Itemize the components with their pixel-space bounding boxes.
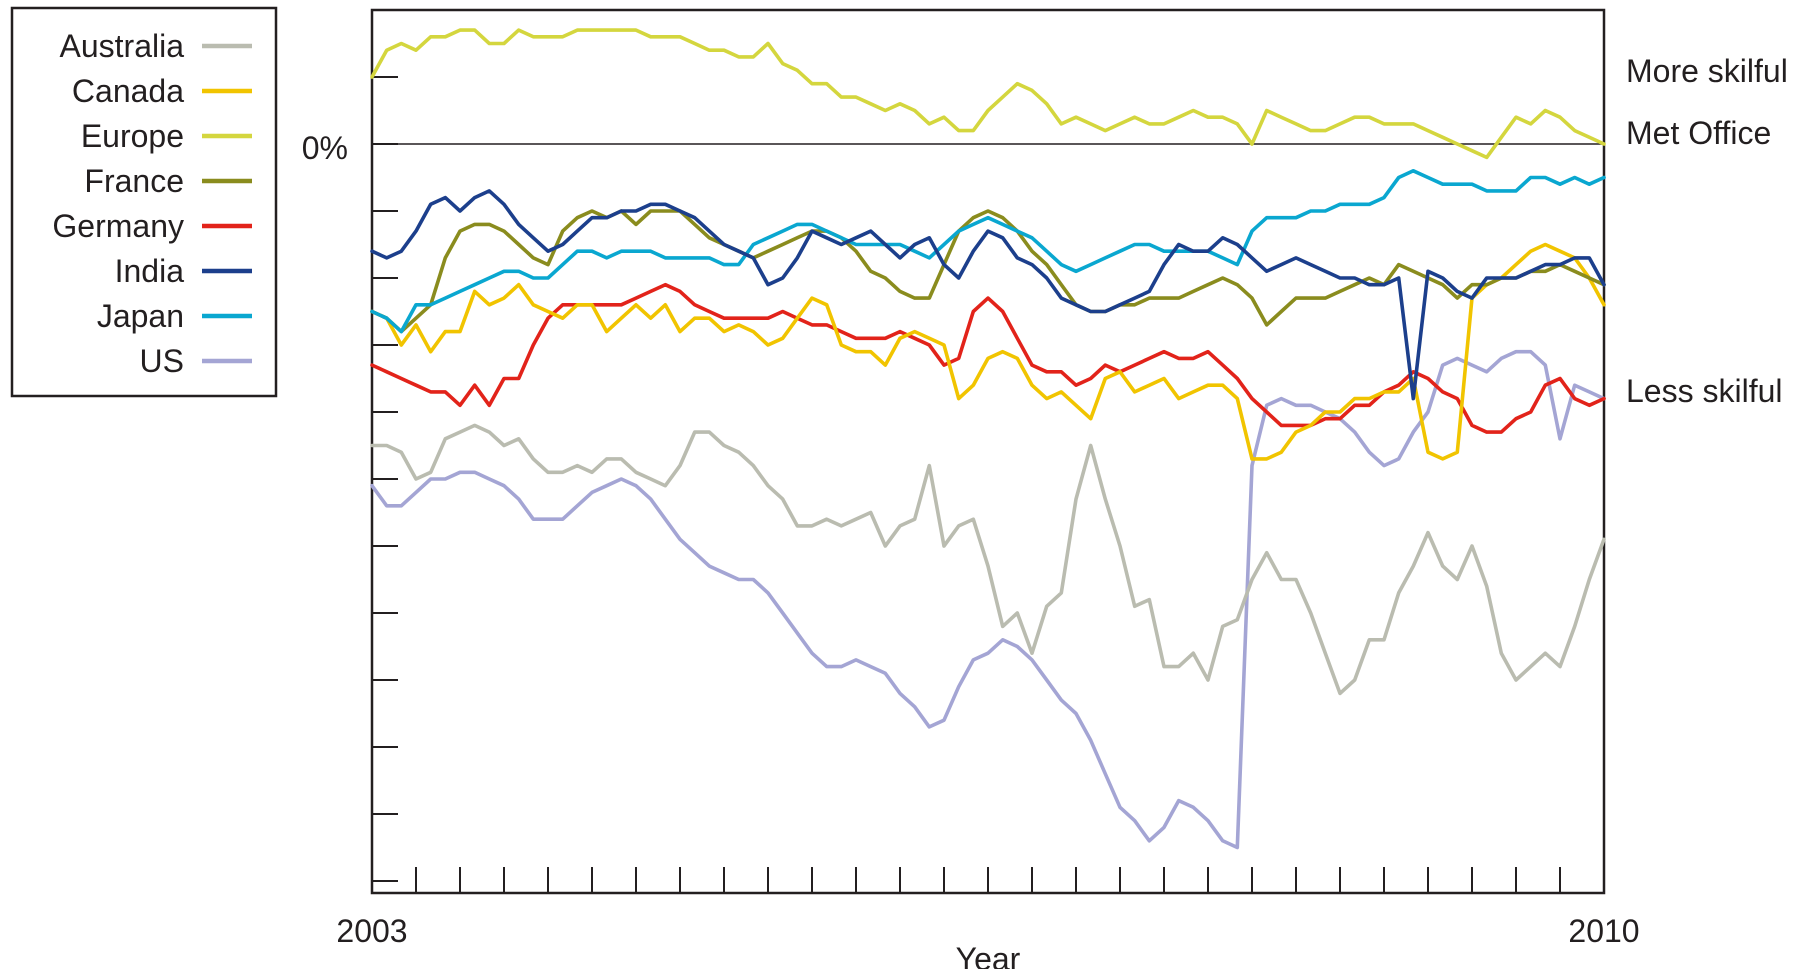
x-tick-label-start: 2003 xyxy=(336,913,407,949)
x-axis-label: Year xyxy=(956,941,1021,969)
series-line-india xyxy=(370,189,1606,401)
x-tick-label-end: 2010 xyxy=(1568,913,1639,949)
legend-label-australia: Australia xyxy=(60,28,185,64)
series-line-us xyxy=(370,349,1606,850)
series-line-france xyxy=(370,209,1606,334)
series-line-australia xyxy=(370,423,1606,696)
legend-label-germany: Germany xyxy=(52,208,184,244)
legend: Australia Canada Europe France Germany India J… xyxy=(10,6,278,398)
annotation-less-skilful: Less skilful xyxy=(1626,373,1783,409)
axes xyxy=(372,76,1604,893)
legend-label-us: US xyxy=(140,343,184,379)
series-line-japan xyxy=(370,169,1606,334)
series-line-europe xyxy=(370,28,1606,160)
legend-label-india: India xyxy=(115,253,185,289)
legend-label-france: France xyxy=(84,163,184,199)
legend-label-canada: Canada xyxy=(72,73,184,109)
zero-tick-label: 0% xyxy=(302,130,348,166)
series-line-canada xyxy=(370,242,1606,461)
legend-box xyxy=(10,6,278,398)
annotation-more-skilful: More skilful xyxy=(1626,53,1788,89)
legend-label-europe: Europe xyxy=(81,118,184,154)
series-group xyxy=(370,28,1606,850)
annotation-met-office: Met Office xyxy=(1626,115,1771,151)
legend-label-japan: Japan xyxy=(97,298,184,334)
plot-frame xyxy=(370,8,1606,895)
